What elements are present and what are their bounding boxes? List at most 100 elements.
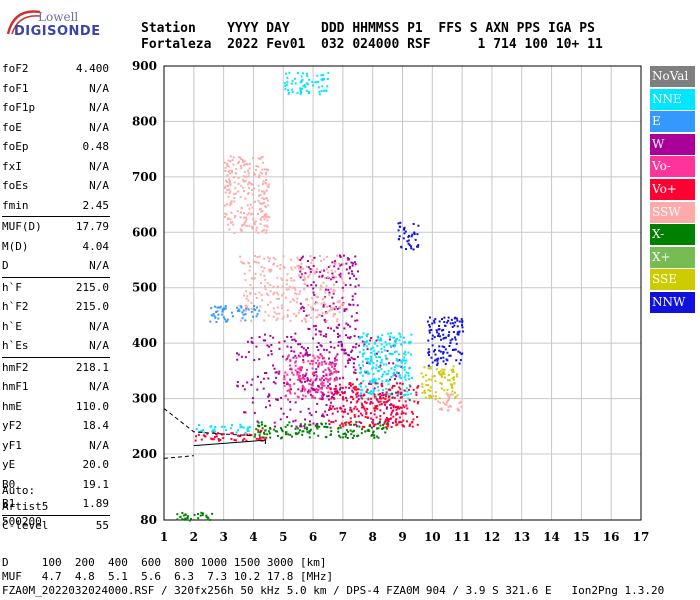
echo-point xyxy=(286,416,289,419)
echo-point xyxy=(383,345,386,348)
echo-point xyxy=(338,311,341,314)
echo-point xyxy=(262,190,265,193)
echo-point xyxy=(369,382,372,385)
echo-point xyxy=(373,395,376,398)
echo-point xyxy=(366,361,369,364)
auto-label: Auto: xyxy=(2,484,36,497)
echo-point xyxy=(422,375,425,378)
echo-point xyxy=(420,372,423,375)
echo-point xyxy=(222,436,225,439)
echo-point xyxy=(429,366,432,369)
echo-point xyxy=(387,395,390,398)
echo-point xyxy=(370,434,373,437)
echo-point xyxy=(360,402,363,405)
echo-point xyxy=(369,355,372,358)
echo-point xyxy=(316,345,319,348)
echo-point xyxy=(326,276,329,279)
echo-point xyxy=(337,430,340,433)
echo-point xyxy=(383,349,386,352)
echo-point xyxy=(291,90,294,93)
echo-point xyxy=(228,191,231,194)
echo-point xyxy=(427,367,430,370)
x-tick-label: 11 xyxy=(454,530,471,544)
echo-point xyxy=(256,256,259,259)
echo-point xyxy=(446,389,449,392)
echo-point xyxy=(331,361,334,364)
echo-point xyxy=(247,183,250,186)
echo-point xyxy=(433,321,436,324)
echo-point xyxy=(176,513,179,516)
echo-point xyxy=(377,365,380,368)
echo-point xyxy=(234,192,237,195)
echo-point xyxy=(331,278,334,281)
echo-point xyxy=(448,345,451,348)
echo-point xyxy=(318,397,321,400)
echo-point xyxy=(377,382,380,385)
echo-point xyxy=(276,265,279,268)
echo-point xyxy=(443,336,446,339)
echo-point xyxy=(244,197,247,200)
echo-point xyxy=(315,426,318,429)
echo-point xyxy=(329,341,332,344)
echo-point xyxy=(328,383,331,386)
echo-point xyxy=(295,425,298,428)
echo-point xyxy=(323,318,326,321)
echo-point xyxy=(250,337,253,340)
legend-item-sse: SSE xyxy=(650,269,695,291)
echo-point xyxy=(365,333,368,336)
echo-point xyxy=(450,368,453,371)
echo-point xyxy=(395,412,398,415)
echo-point xyxy=(335,358,338,361)
echo-point xyxy=(229,184,232,187)
echo-point xyxy=(300,75,303,78)
echo-point xyxy=(359,367,362,370)
echo-point xyxy=(289,378,292,381)
echo-point xyxy=(275,291,278,294)
echo-point xyxy=(309,255,312,258)
echo-point xyxy=(261,197,264,200)
echo-point xyxy=(428,316,431,319)
echo-point xyxy=(408,366,411,369)
echo-point xyxy=(396,423,399,426)
echo-point xyxy=(303,282,306,285)
echo-point xyxy=(250,189,253,192)
echo-point xyxy=(320,74,323,77)
echo-point xyxy=(403,366,406,369)
echo-point xyxy=(327,394,330,397)
echo-point xyxy=(250,310,253,313)
echo-point xyxy=(318,314,321,317)
echo-point xyxy=(340,344,343,347)
echo-point xyxy=(289,400,292,403)
echo-point xyxy=(428,331,431,334)
echo-point xyxy=(355,401,358,404)
echo-point xyxy=(300,390,303,393)
param-value: 215.0 xyxy=(75,300,109,313)
echo-point xyxy=(252,193,255,196)
echo-point xyxy=(408,244,411,247)
echo-point xyxy=(263,267,266,270)
echo-point xyxy=(291,371,294,374)
echo-point xyxy=(404,412,407,415)
echo-point xyxy=(335,390,338,393)
echo-point xyxy=(391,396,394,399)
echo-point xyxy=(213,430,216,433)
echo-point xyxy=(366,333,369,336)
x-tick-label: 13 xyxy=(513,530,530,544)
y-tick-label: 200 xyxy=(132,447,157,461)
footer: D 100 200 400 600 800 1000 1500 3000 [km… xyxy=(2,556,664,598)
echo-point xyxy=(324,276,327,279)
echo-point xyxy=(437,400,440,403)
echo-point xyxy=(342,254,345,257)
param-row: hmF1 N/A xyxy=(2,377,110,397)
echo-point xyxy=(266,185,269,188)
echo-point xyxy=(315,374,318,377)
echo-point xyxy=(354,346,357,349)
echo-point xyxy=(265,197,268,200)
echo-point xyxy=(267,169,270,172)
echo-point xyxy=(327,357,330,360)
param-name: yF1 xyxy=(2,438,22,452)
param-name: foF1p xyxy=(2,101,36,114)
echo-point xyxy=(244,309,247,312)
echo-point xyxy=(262,436,265,439)
echo-point xyxy=(327,288,330,291)
